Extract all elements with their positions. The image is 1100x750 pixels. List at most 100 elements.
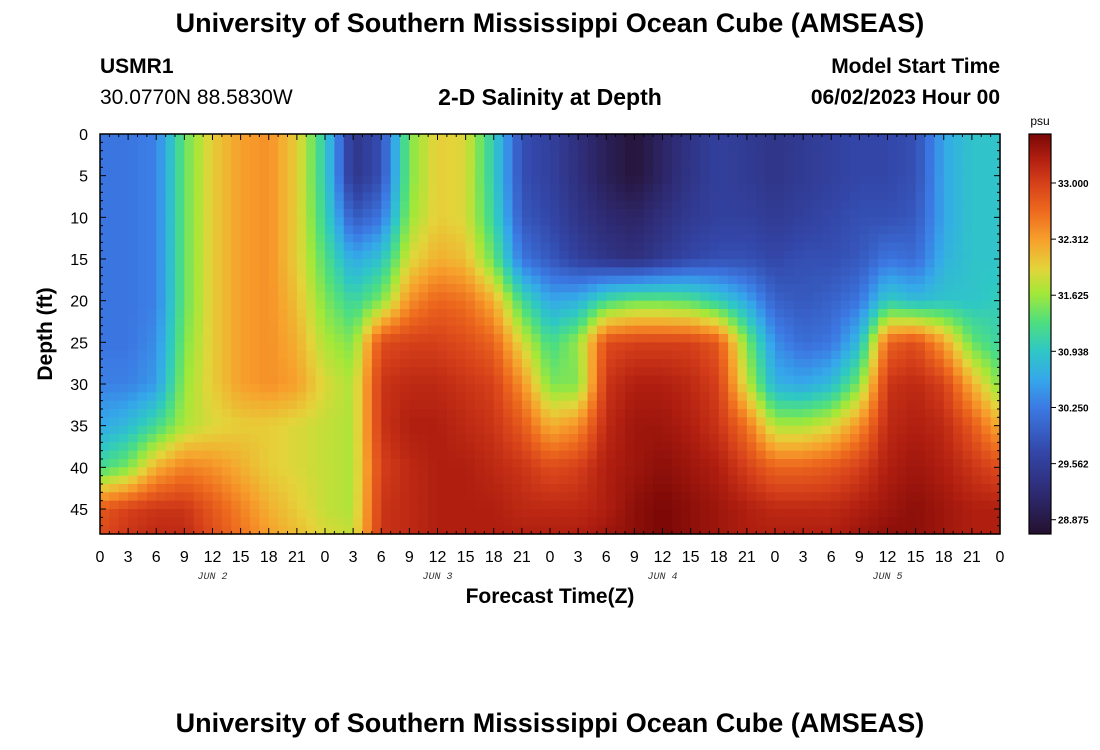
heatmap-cell: [596, 217, 607, 227]
heatmap-cell: [184, 134, 195, 143]
heatmap-cell: [334, 375, 345, 385]
heatmap-cell: [718, 225, 729, 235]
heatmap-cell: [906, 325, 917, 335]
heatmap-cell: [821, 175, 832, 185]
heatmap-cell: [240, 167, 251, 177]
heatmap-cell: [100, 400, 110, 410]
heatmap-cell: [587, 192, 598, 202]
heatmap-cell: [156, 517, 167, 527]
heatmap-cell: [765, 284, 776, 293]
heatmap-cell: [971, 525, 982, 535]
heatmap-cell: [137, 200, 148, 210]
heatmap-cell: [521, 175, 532, 185]
heatmap-cell: [456, 259, 467, 268]
heatmap-cell: [268, 200, 279, 210]
heatmap-cell: [868, 242, 879, 252]
heatmap-cell: [259, 317, 270, 327]
heatmap-cell: [943, 292, 954, 302]
heatmap-cell: [484, 150, 495, 160]
heatmap-cell: [784, 242, 795, 252]
heatmap-cell: [437, 284, 448, 293]
heatmap-cell: [118, 409, 129, 418]
heatmap-cell: [400, 509, 410, 518]
heatmap-cell: [343, 342, 354, 352]
heatmap-cell: [915, 225, 926, 235]
heatmap-cell: [231, 292, 242, 302]
heatmap-cell: [278, 484, 289, 493]
heatmap-cell: [353, 334, 364, 343]
heatmap-cell: [521, 217, 532, 227]
heatmap-cell: [268, 259, 279, 268]
heatmap-cell: [812, 184, 823, 193]
heatmap-cell: [587, 342, 598, 352]
heatmap-cell: [184, 150, 195, 160]
heatmap-cell: [437, 267, 448, 277]
heatmap-cell: [606, 400, 617, 410]
heatmap-cell: [371, 425, 382, 435]
heatmap-cell: [803, 459, 814, 468]
heatmap-cell: [146, 509, 157, 518]
heatmap-cell: [662, 225, 673, 235]
heatmap-cell: [315, 525, 326, 535]
heatmap-cell: [456, 442, 467, 452]
heatmap-cell: [915, 517, 926, 527]
heatmap-cell: [128, 434, 139, 443]
heatmap-cell: [756, 434, 767, 443]
heatmap-cell: [634, 250, 645, 260]
heatmap-cell: [231, 425, 242, 435]
heatmap-cell: [662, 209, 673, 218]
heatmap-cell: [634, 459, 645, 468]
heatmap-cell: [840, 142, 851, 152]
heatmap-cell: [587, 242, 598, 252]
heatmap-cell: [550, 334, 560, 343]
heatmap-cell: [728, 425, 739, 435]
heatmap-cell: [578, 150, 589, 160]
heatmap-cell: [231, 400, 242, 410]
heatmap-cell: [521, 367, 532, 377]
heatmap-cell: [981, 192, 992, 202]
heatmap-cell: [137, 225, 148, 235]
heatmap-cell: [428, 134, 439, 143]
heatmap-cell: [531, 259, 542, 268]
heatmap-cell: [540, 225, 551, 235]
heatmap-cell: [400, 217, 410, 227]
heatmap-cell: [990, 442, 1001, 452]
heatmap-cell: [146, 500, 157, 510]
heatmap-cell: [193, 450, 204, 460]
heatmap-cell: [925, 484, 935, 493]
heatmap-cell: [240, 359, 251, 368]
heatmap-cell: [156, 184, 167, 193]
heatmap-cell: [231, 367, 242, 377]
heatmap-cell: [953, 284, 964, 293]
heatmap-cell: [981, 259, 992, 268]
heatmap-cell: [493, 475, 504, 485]
heatmap-cell: [643, 359, 654, 368]
heatmap-cell: [540, 392, 551, 402]
heatmap-cell: [128, 367, 139, 377]
heatmap-cell: [390, 334, 401, 343]
heatmap-cell: [146, 484, 157, 493]
heatmap-cell: [587, 175, 598, 185]
heatmap-cell: [718, 492, 729, 502]
heatmap-cell: [381, 459, 392, 468]
heatmap-cell: [662, 450, 673, 460]
heatmap-cell: [568, 459, 579, 468]
heatmap-cell: [343, 459, 354, 468]
heatmap-cell: [634, 492, 645, 502]
heatmap-cell: [184, 234, 195, 243]
heatmap-cell: [925, 142, 935, 152]
heatmap-cell: [296, 359, 307, 368]
heatmap-cell: [643, 400, 654, 410]
heatmap-cell: [484, 234, 495, 243]
heatmap-cell: [615, 334, 626, 343]
heatmap-cell: [803, 425, 814, 435]
heatmap-cell: [493, 209, 504, 218]
heatmap-cell: [578, 459, 589, 468]
heatmap-cell: [334, 250, 345, 260]
heatmap-cell: [240, 384, 251, 393]
heatmap-cell: [803, 500, 814, 510]
heatmap-cell: [596, 492, 607, 502]
heatmap-cell: [446, 417, 457, 427]
heatmap-cell: [521, 184, 532, 193]
heatmap-cell: [559, 309, 570, 318]
